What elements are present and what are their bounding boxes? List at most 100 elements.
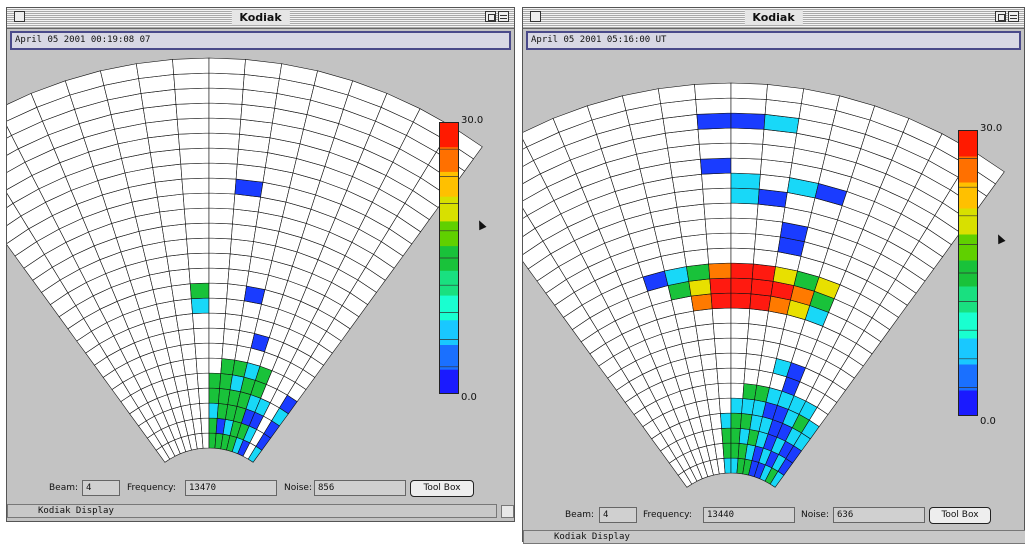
beam-field[interactable]: 4: [599, 507, 637, 523]
radar-cell: [730, 307, 751, 325]
radar-cell: [168, 268, 191, 287]
color-scale-step: [958, 338, 978, 365]
frequency-label: Frequency:: [127, 483, 176, 493]
color-scale-step: [439, 319, 459, 345]
radar-cell: [173, 72, 210, 90]
radar-cell: [709, 413, 722, 430]
radar-cell-filled: [686, 263, 711, 282]
radar-cell: [707, 247, 732, 265]
radar-cell: [705, 232, 732, 250]
radar-cell: [730, 82, 768, 100]
tool-box-button[interactable]: Tool Box: [410, 480, 474, 497]
radar-cell: [222, 328, 240, 346]
radar-cell: [208, 102, 243, 120]
noise-field[interactable]: 636: [833, 507, 925, 523]
color-scale-bar: [439, 122, 459, 394]
color-scale-max-label: 30.0: [980, 123, 1003, 134]
radar-cell: [712, 322, 732, 339]
radar-cell: [730, 157, 762, 175]
radar-cell: [208, 177, 237, 195]
window-title: Kodiak: [744, 10, 803, 25]
color-scale-step: [439, 220, 459, 247]
zoom-box-icon[interactable]: [995, 11, 1006, 22]
radar-cell: [697, 338, 717, 356]
radar-window-1: Kodiak April 05 2001 00:19:08 07 30.0 0.…: [6, 7, 515, 522]
radar-cell: [180, 162, 210, 180]
radar-cell-filled: [688, 278, 712, 297]
radar-cell: [186, 237, 210, 255]
radar-cell-filled: [208, 387, 220, 404]
radar-cell: [208, 117, 242, 135]
radar-cell-filled: [750, 278, 774, 297]
color-scale-step: [439, 295, 459, 321]
noise-field[interactable]: 856: [314, 480, 406, 496]
radar-cell: [711, 307, 732, 325]
radar-cell: [172, 57, 210, 75]
color-scale-step: [958, 156, 978, 183]
radar-cell-filled: [723, 457, 732, 474]
radar-cell: [702, 187, 732, 205]
radar-cell: [730, 127, 765, 145]
radar-cell-filled: [749, 293, 772, 312]
radar-cell: [182, 192, 210, 210]
radar-cell: [695, 323, 715, 341]
zoom-box-icon[interactable]: [485, 11, 496, 22]
radar-cell: [208, 282, 229, 300]
color-scale-step: [958, 234, 978, 261]
timestamp-bar: April 05 2001 00:19:08 07: [10, 31, 511, 50]
radar-cell: [716, 367, 732, 384]
radar-cell: [747, 323, 767, 341]
color-scale-step: [439, 146, 459, 172]
frequency-field[interactable]: 13440: [703, 507, 795, 523]
frequency-field[interactable]: 13470: [185, 480, 277, 496]
radar-cell: [714, 337, 732, 354]
radar-cell: [523, 208, 528, 219]
title-bar[interactable]: Kodiak: [7, 8, 514, 29]
tool-box-button[interactable]: Tool Box: [929, 507, 991, 524]
radar-cell: [698, 142, 732, 160]
radar-cell: [693, 308, 714, 327]
radar-cell: [176, 117, 210, 135]
color-scale-max-label: 30.0: [461, 115, 484, 126]
close-box-icon[interactable]: [14, 11, 25, 22]
radar-cell: [700, 353, 718, 371]
radar-cell: [730, 232, 757, 250]
collapse-box-icon[interactable]: [1008, 11, 1019, 22]
radar-cell: [183, 207, 210, 225]
beam-label: Beam:: [49, 483, 79, 493]
radar-cell-filled: [690, 293, 713, 312]
radar-cell: [194, 342, 210, 359]
collapse-box-icon[interactable]: [498, 11, 509, 22]
radar-cell: [229, 238, 254, 257]
radar-cell: [704, 383, 720, 401]
radar-cell: [208, 252, 231, 270]
resize-handle[interactable]: [501, 505, 514, 518]
color-scale-border: [958, 130, 978, 416]
beam-field[interactable]: 4: [82, 480, 120, 496]
radar-cell: [208, 342, 224, 359]
noise-label: Noise:: [284, 483, 312, 493]
title-bar[interactable]: Kodiak: [523, 8, 1024, 29]
radar-cell-filled: [208, 402, 219, 419]
radar-cell: [208, 267, 230, 285]
color-scale-step: [439, 344, 459, 370]
radar-cell: [730, 97, 767, 115]
close-box-icon[interactable]: [530, 11, 541, 22]
radar-cell: [730, 142, 764, 160]
radar-cell: [198, 387, 210, 404]
radar-cell: [178, 328, 196, 346]
radar-cell: [717, 382, 732, 399]
color-scale-border: [439, 122, 459, 394]
radar-cell: [208, 222, 233, 240]
color-scale-step: [958, 286, 978, 313]
noise-label: Noise:: [801, 510, 829, 520]
radar-cell: [185, 373, 199, 391]
radar-cell: [178, 132, 210, 150]
radar-cell: [200, 417, 210, 434]
radar-cell: [185, 222, 210, 240]
color-scale-bar: [958, 130, 978, 416]
color-scale-step: [958, 390, 978, 416]
radar-cell: [730, 202, 759, 220]
radar-cell: [188, 267, 210, 285]
radar-cell: [718, 397, 732, 414]
